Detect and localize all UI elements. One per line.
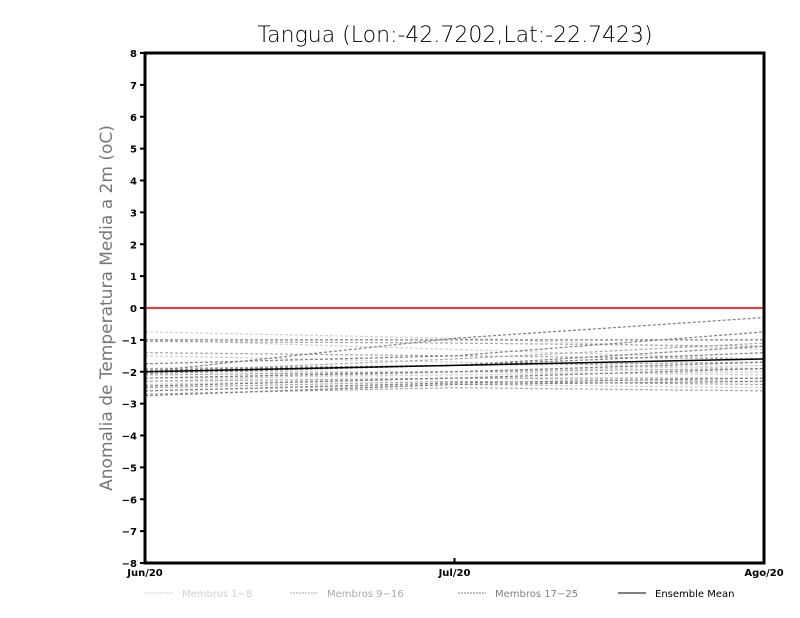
member-line-3-3 xyxy=(144,352,765,371)
ensemble-mean-line xyxy=(144,358,765,373)
y-tick-label: −5 xyxy=(122,463,137,474)
legend-item: Ensemble Mean xyxy=(618,589,734,600)
member-line-3-6 xyxy=(144,367,765,387)
member-line-1-1 xyxy=(144,331,765,351)
y-tick-label: 4 xyxy=(130,177,137,188)
member-line-2-8 xyxy=(144,342,765,373)
y-tick-label: 6 xyxy=(130,113,137,124)
y-tick-label: −4 xyxy=(122,432,137,443)
x-tick-label: Jun/20 xyxy=(126,568,163,579)
chart-title: Tangua (Lon:-42.7202,Lat:-22.7423) xyxy=(257,23,652,48)
member-line-1-7 xyxy=(144,383,765,392)
x-tick-label: Ago/20 xyxy=(744,568,783,579)
member-line-3-8 xyxy=(144,380,765,397)
member-line-1-4 xyxy=(145,371,765,376)
y-tick-label: 2 xyxy=(130,240,137,251)
member-line-1-5 xyxy=(144,371,765,379)
y-tick-label: 8 xyxy=(130,49,137,60)
y-axis-label: Anomalia de Temperatura Media a 2m (oC) xyxy=(97,125,117,491)
x-tick-label: Jul/20 xyxy=(438,568,471,579)
member-line-2-2 xyxy=(144,352,765,360)
member-line-1-8 xyxy=(144,364,765,382)
member-line-2-3 xyxy=(144,361,765,370)
y-tick-label: −8 xyxy=(122,559,137,570)
y-tick-label: 7 xyxy=(130,81,137,92)
member-line-2-6 xyxy=(144,380,765,389)
legend-item: Membros 1−8 xyxy=(145,589,252,600)
y-tick-label: 1 xyxy=(130,272,137,283)
legend-label: Membros 9−16 xyxy=(327,589,404,600)
y-tick-label: 5 xyxy=(130,145,137,156)
member-line-1-2 xyxy=(144,339,765,360)
y-tick-label: −1 xyxy=(122,336,137,347)
legend-label: Ensemble Mean xyxy=(655,589,734,600)
y-tick-label: −6 xyxy=(122,495,137,506)
member-line-3-9 xyxy=(144,316,765,373)
member-line-3-4 xyxy=(144,345,765,374)
legend-label: Membros 1−8 xyxy=(182,589,252,600)
y-tick-label: −3 xyxy=(122,400,137,411)
member-line-2-4 xyxy=(144,367,765,376)
member-line-2-1 xyxy=(144,340,765,347)
member-line-1-3 xyxy=(144,355,765,370)
legend-label: Membros 17−25 xyxy=(495,589,578,600)
y-tick-label: 3 xyxy=(130,208,137,219)
legend-item: Membros 9−16 xyxy=(290,589,404,600)
y-tick-label: −7 xyxy=(122,527,137,538)
member-line-3-7 xyxy=(144,377,765,392)
member-line-3-5 xyxy=(144,361,765,379)
y-tick-label: 0 xyxy=(130,304,137,315)
y-tick-label: −2 xyxy=(122,368,137,379)
member-line-3-2 xyxy=(144,331,765,365)
legend-item: Membros 17−25 xyxy=(458,589,578,600)
member-line-2-7 xyxy=(144,387,765,395)
member-line-2-5 xyxy=(144,377,764,382)
